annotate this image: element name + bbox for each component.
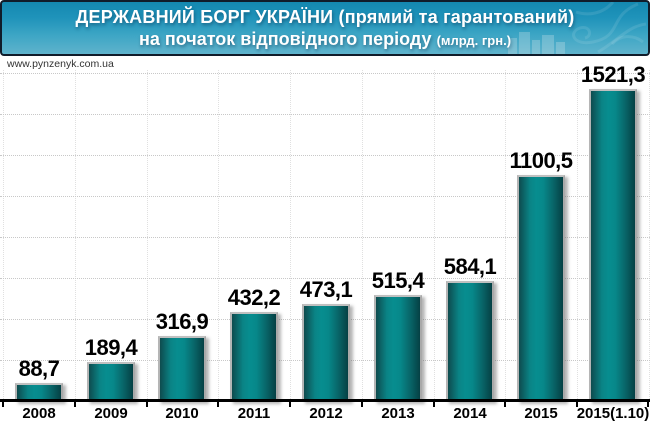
- gridline-1200: [0, 155, 650, 156]
- value-label-2008: 88,7: [18, 356, 60, 381]
- bar-2013: [374, 295, 422, 402]
- x-axis-label-2012: 2012: [309, 405, 343, 422]
- x-axis-tick: [647, 402, 649, 407]
- source-watermark: www.pynzenyk.com.ua: [7, 58, 114, 70]
- chart-title-line2-text: на початок відповідного періоду: [138, 29, 432, 49]
- bar-2014: [446, 281, 494, 402]
- chart-title: ДЕРЖАВНИЙ БОРГ УКРАЇНИ (прямий та гарант…: [2, 2, 648, 52]
- vertical-gridline: [3, 70, 4, 401]
- bar-2011: [230, 312, 278, 402]
- vertical-gridline: [433, 70, 435, 401]
- value-label-2015: 1100,5: [509, 148, 573, 173]
- x-axis-label-2011: 2011: [237, 405, 271, 422]
- gridline-600: [0, 278, 650, 279]
- value-label-2015(1.10): 1521,3: [580, 62, 646, 87]
- vertical-gridline: [290, 70, 292, 401]
- x-axis-tick: [2, 402, 4, 407]
- x-axis-label-2015(1.10): 2015(1.10): [576, 405, 650, 422]
- bar-2015(1.10): [589, 89, 637, 402]
- chart-title-line1: ДЕРЖАВНИЙ БОРГ УКРАЇНИ (прямий та гарант…: [75, 7, 575, 27]
- x-axis-tick: [289, 402, 291, 407]
- bar-2009: [87, 362, 135, 402]
- gridline-1400: [0, 114, 650, 115]
- x-axis-tick: [217, 402, 219, 407]
- x-axis-label-2013: 2013: [381, 405, 415, 422]
- gridline-1600: [0, 73, 650, 74]
- x-axis-label-2010: 2010: [165, 405, 199, 422]
- x-axis-label-2008: 2008: [22, 405, 56, 422]
- value-label-2011: 432,2: [227, 285, 281, 310]
- vertical-gridline: [505, 70, 507, 401]
- x-axis-line: [0, 399, 650, 402]
- vertical-gridline: [218, 70, 220, 401]
- bar-2010: [158, 336, 206, 402]
- value-label-2012: 473,1: [299, 277, 353, 302]
- value-label-2013: 515,4: [371, 268, 425, 293]
- x-axis-label-2014: 2014: [453, 405, 487, 422]
- x-axis-tick: [361, 402, 363, 407]
- chart-title-unit: (млрд. грн.): [436, 33, 512, 48]
- value-label-2014: 584,1: [443, 254, 497, 279]
- bar-2012: [302, 304, 350, 402]
- vertical-gridline: [146, 70, 148, 401]
- x-axis-tick: [433, 402, 435, 407]
- vertical-gridline: [74, 70, 76, 401]
- bar-2015: [517, 175, 565, 402]
- x-axis-tick: [576, 402, 578, 407]
- x-axis-tick: [146, 402, 148, 407]
- value-label-2009: 189,4: [84, 335, 138, 360]
- vertical-gridline: [577, 70, 579, 401]
- x-axis-label-2009: 2009: [94, 405, 128, 422]
- x-axis-label-2015: 2015: [524, 405, 558, 422]
- value-label-2010: 316,9: [155, 309, 209, 334]
- gridline-800: [0, 237, 650, 238]
- x-axis-tick: [74, 402, 76, 407]
- vertical-gridline: [361, 70, 363, 401]
- chart-title-line2: на початок відповідного періоду (млрд. г…: [2, 28, 648, 52]
- x-axis-tick: [504, 402, 506, 407]
- gridline-1000: [0, 196, 650, 197]
